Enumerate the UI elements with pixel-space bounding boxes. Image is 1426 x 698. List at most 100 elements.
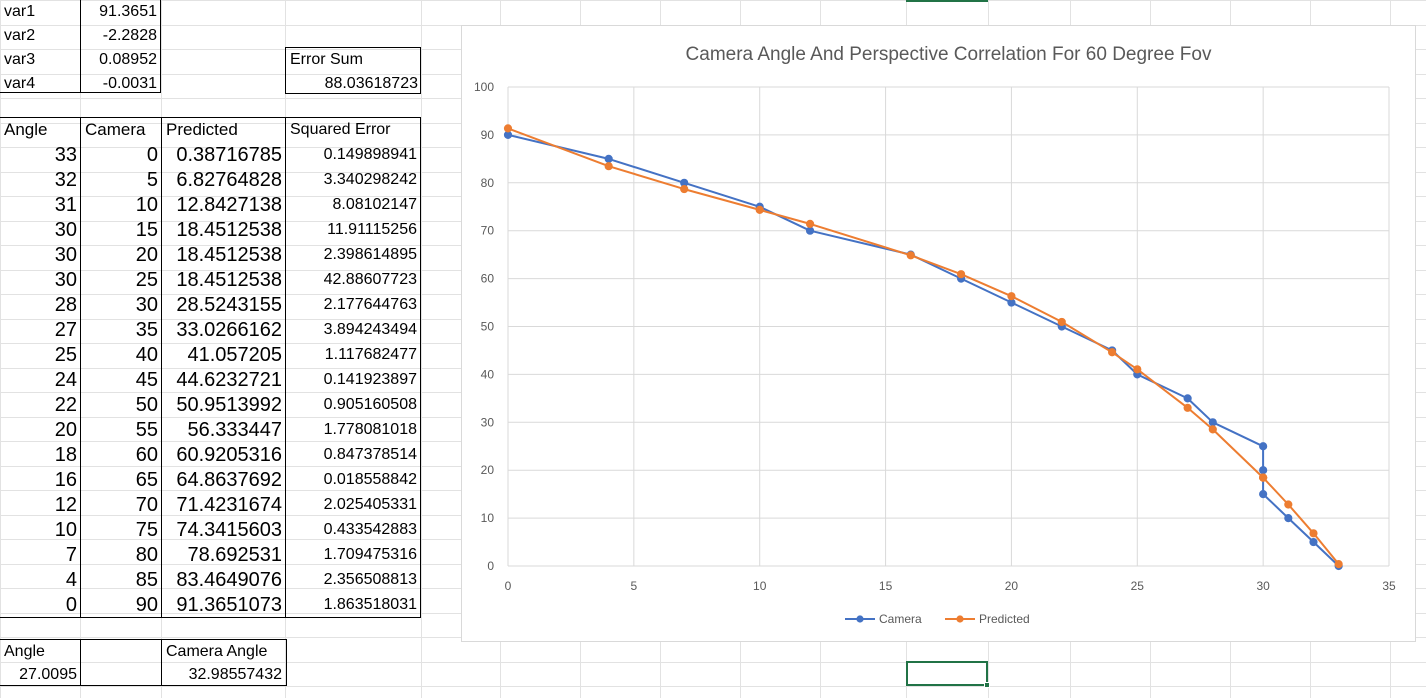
var2-label[interactable]: var2 bbox=[4, 27, 36, 44]
cell-camera[interactable]: 40 bbox=[135, 344, 158, 366]
cell-squared-error[interactable]: 0.905160508 bbox=[323, 396, 417, 413]
cell-predicted[interactable]: 0.38716785 bbox=[176, 144, 282, 166]
cell-predicted[interactable]: 56.333447 bbox=[187, 419, 282, 441]
cell-squared-error[interactable]: 0.433542883 bbox=[323, 521, 417, 538]
var4-value[interactable]: -0.0031 bbox=[102, 75, 157, 92]
camera-angle-label[interactable]: Camera Angle bbox=[166, 643, 268, 660]
cell-squared-error[interactable]: 1.709475316 bbox=[323, 546, 417, 563]
fill-handle[interactable] bbox=[984, 682, 990, 688]
cell-predicted[interactable]: 50.9513992 bbox=[176, 394, 282, 416]
error-sum-value[interactable]: 88.03618723 bbox=[324, 75, 418, 92]
cell-camera[interactable]: 10 bbox=[135, 194, 158, 216]
cell-predicted[interactable]: 18.4512538 bbox=[176, 219, 282, 241]
var4-label[interactable]: var4 bbox=[4, 75, 36, 92]
cell-predicted[interactable]: 18.4512538 bbox=[176, 269, 282, 291]
var1-value[interactable]: 91.3651 bbox=[99, 3, 157, 20]
cell-squared-error[interactable]: 2.025405331 bbox=[323, 496, 417, 513]
cell-camera[interactable]: 0 bbox=[146, 144, 158, 166]
cell-squared-error[interactable]: 8.08102147 bbox=[332, 196, 417, 213]
cell-squared-error[interactable]: 0.847378514 bbox=[323, 446, 417, 463]
cell-angle[interactable]: 30 bbox=[54, 219, 77, 241]
cell-angle[interactable]: 24 bbox=[54, 369, 77, 391]
cell-predicted[interactable]: 12.8427138 bbox=[176, 194, 282, 216]
cell-angle[interactable]: 31 bbox=[54, 194, 77, 216]
cell-squared-error[interactable]: 2.356508813 bbox=[323, 571, 417, 588]
cell-camera[interactable]: 30 bbox=[135, 294, 158, 316]
cell-camera[interactable]: 15 bbox=[135, 219, 158, 241]
cell-predicted[interactable]: 91.3651073 bbox=[176, 594, 282, 616]
header-predicted[interactable]: Predicted bbox=[166, 120, 238, 139]
cell-squared-error[interactable]: 0.018558842 bbox=[323, 471, 417, 488]
cell-squared-error[interactable]: 0.149898941 bbox=[323, 146, 417, 163]
cell-squared-error[interactable]: 3.894243494 bbox=[323, 321, 417, 338]
y-tick-label: 70 bbox=[481, 224, 495, 238]
header-angle[interactable]: Angle bbox=[4, 120, 48, 139]
cell-squared-error[interactable]: 1.863518031 bbox=[323, 596, 417, 613]
cell-predicted[interactable]: 6.82764828 bbox=[176, 169, 282, 191]
cell-predicted[interactable]: 41.057205 bbox=[187, 344, 282, 366]
cell-camera[interactable]: 90 bbox=[135, 594, 158, 616]
cell-angle[interactable]: 20 bbox=[54, 419, 77, 441]
cell-angle[interactable]: 32 bbox=[54, 169, 77, 191]
cell-camera[interactable]: 55 bbox=[135, 419, 158, 441]
cell-camera[interactable]: 60 bbox=[135, 444, 158, 466]
bottom-angle-value[interactable]: 27.0095 bbox=[19, 666, 77, 683]
header-camera[interactable]: Camera bbox=[85, 120, 146, 139]
cell-predicted[interactable]: 71.4231674 bbox=[176, 494, 282, 516]
cell-squared-error[interactable]: 2.398614895 bbox=[323, 246, 417, 263]
cell-camera[interactable]: 65 bbox=[135, 469, 158, 491]
bottom-col-divider-1 bbox=[80, 639, 81, 686]
cell-squared-error[interactable]: 1.778081018 bbox=[323, 421, 417, 438]
data-point-camera bbox=[1208, 418, 1217, 427]
var2-value[interactable]: -2.2828 bbox=[102, 27, 157, 44]
header-squared-error[interactable]: Squared Error bbox=[290, 121, 391, 138]
cell-predicted[interactable]: 83.4649076 bbox=[176, 569, 282, 591]
cell-predicted[interactable]: 60.9205316 bbox=[176, 444, 282, 466]
selected-cell[interactable] bbox=[906, 661, 988, 686]
cell-predicted[interactable]: 44.6232721 bbox=[176, 369, 282, 391]
cell-squared-error[interactable]: 0.141923897 bbox=[323, 371, 417, 388]
cell-predicted[interactable]: 78.692531 bbox=[187, 544, 282, 566]
cell-angle[interactable]: 30 bbox=[54, 244, 77, 266]
cell-camera[interactable]: 45 bbox=[135, 369, 158, 391]
cell-camera[interactable]: 85 bbox=[135, 569, 158, 591]
cell-angle[interactable]: 12 bbox=[54, 494, 77, 516]
chart-panel[interactable]: Camera Angle And Perspective Correlation… bbox=[461, 25, 1416, 642]
cell-angle[interactable]: 27 bbox=[54, 319, 77, 341]
cell-camera[interactable]: 5 bbox=[146, 169, 158, 191]
cell-squared-error[interactable]: 42.88607723 bbox=[323, 271, 417, 288]
cell-squared-error[interactable]: 2.177644763 bbox=[323, 296, 417, 313]
cell-predicted[interactable]: 28.5243155 bbox=[176, 294, 282, 316]
cell-angle[interactable]: 25 bbox=[54, 344, 77, 366]
cell-predicted[interactable]: 33.0266162 bbox=[176, 319, 282, 341]
cell-camera[interactable]: 75 bbox=[135, 519, 158, 541]
cell-camera[interactable]: 80 bbox=[135, 544, 158, 566]
cell-angle[interactable]: 16 bbox=[54, 469, 77, 491]
cell-angle[interactable]: 18 bbox=[54, 444, 77, 466]
cell-predicted[interactable]: 74.3415603 bbox=[176, 519, 282, 541]
cell-angle[interactable]: 30 bbox=[54, 269, 77, 291]
var3-label[interactable]: var3 bbox=[4, 51, 36, 68]
bottom-angle-label[interactable]: Angle bbox=[4, 643, 45, 660]
cell-squared-error[interactable]: 1.117682477 bbox=[324, 346, 417, 363]
cell-angle[interactable]: 4 bbox=[65, 569, 77, 591]
var3-value[interactable]: 0.08952 bbox=[99, 51, 157, 68]
camera-angle-value[interactable]: 32.98557432 bbox=[188, 666, 282, 683]
cell-angle[interactable]: 22 bbox=[54, 394, 77, 416]
cell-camera[interactable]: 50 bbox=[135, 394, 158, 416]
cell-angle[interactable]: 28 bbox=[54, 294, 77, 316]
cell-angle[interactable]: 7 bbox=[65, 544, 77, 566]
cell-angle[interactable]: 33 bbox=[54, 144, 77, 166]
cell-angle[interactable]: 10 bbox=[54, 519, 77, 541]
cell-camera[interactable]: 70 bbox=[135, 494, 158, 516]
cell-angle[interactable]: 0 bbox=[65, 594, 77, 616]
cell-camera[interactable]: 25 bbox=[135, 269, 158, 291]
var1-label[interactable]: var1 bbox=[4, 3, 36, 20]
cell-squared-error[interactable]: 11.91115256 bbox=[327, 221, 417, 238]
cell-camera[interactable]: 35 bbox=[135, 319, 158, 341]
error-sum-label[interactable]: Error Sum bbox=[290, 51, 363, 68]
cell-predicted[interactable]: 18.4512538 bbox=[176, 244, 282, 266]
cell-camera[interactable]: 20 bbox=[135, 244, 158, 266]
cell-squared-error[interactable]: 3.340298242 bbox=[323, 171, 417, 188]
cell-predicted[interactable]: 64.8637692 bbox=[176, 469, 282, 491]
